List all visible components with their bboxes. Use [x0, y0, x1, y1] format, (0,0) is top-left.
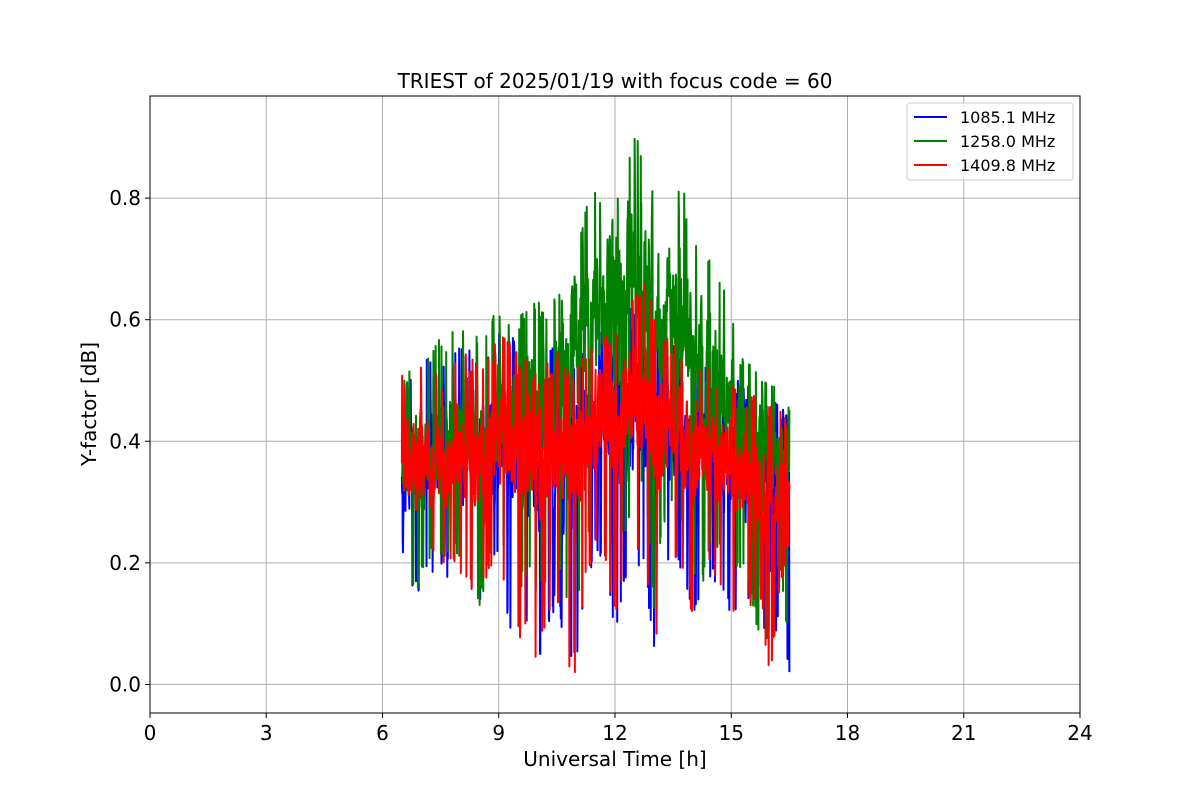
x-tick-label: 9 [492, 721, 505, 745]
legend: 1085.1 MHz 1258.0 MHz 1409.8 MHz [906, 102, 1074, 181]
legend-entry: 1258.0 MHz [960, 132, 1055, 151]
x-tick-label: 18 [835, 721, 860, 745]
series-line [400, 284, 791, 674]
x-tick-label: 24 [1067, 721, 1092, 745]
plot-area [400, 137, 791, 674]
y-tick-label: 0.0 [109, 672, 141, 696]
legend-entry: 1409.8 MHz [960, 156, 1055, 175]
series-layer [400, 137, 791, 674]
legend-entry: 1085.1 MHz [960, 108, 1055, 127]
y-tick-label: 0.4 [109, 429, 141, 453]
y-tick-label: 0.6 [109, 308, 141, 332]
y-axis-label: Y-factor [dB] [77, 342, 101, 467]
x-tick-label: 3 [260, 721, 273, 745]
x-tick-label: 0 [144, 721, 157, 745]
y-axis-ticks: 0.0 0.2 0.4 0.6 0.8 [109, 186, 150, 696]
x-tick-label: 6 [376, 721, 389, 745]
x-tick-label: 15 [719, 721, 744, 745]
x-tick-label: 12 [602, 721, 627, 745]
chart-title: TRIEST of 2025/01/19 with focus code = 6… [397, 69, 833, 93]
x-tick-label: 21 [951, 721, 976, 745]
y-tick-label: 0.8 [109, 186, 141, 210]
x-axis-label: Universal Time [h] [523, 747, 706, 771]
y-tick-label: 0.2 [109, 551, 141, 575]
x-axis-ticks: 0 3 6 9 12 15 18 21 24 [144, 713, 1093, 745]
legend-box [906, 102, 1074, 181]
